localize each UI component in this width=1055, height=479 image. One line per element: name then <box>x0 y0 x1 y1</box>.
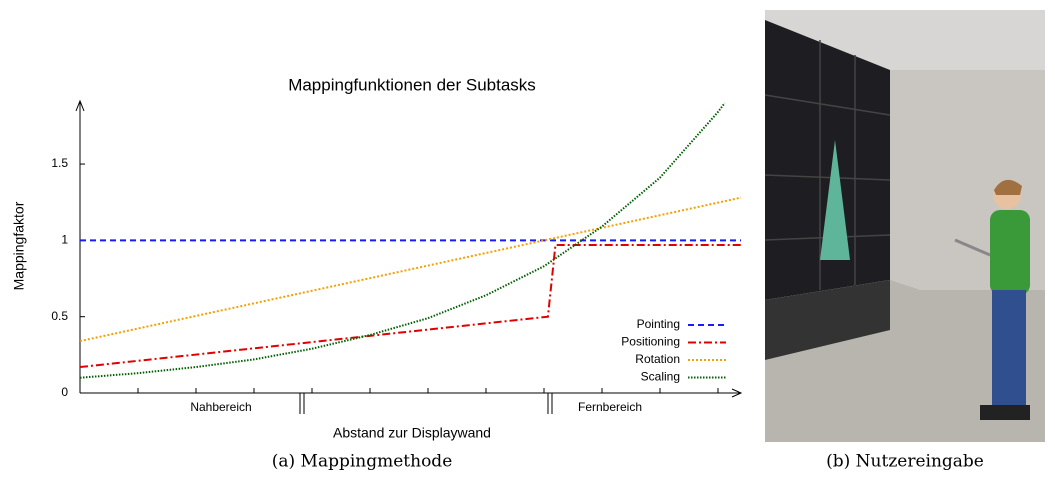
photo <box>765 10 1045 442</box>
y-tick-label: 0 <box>61 385 68 399</box>
legend-label: Positioning <box>621 335 680 349</box>
y-tick-label: 1 <box>61 233 68 247</box>
legend-label: Scaling <box>641 370 680 384</box>
y-tick-label: 0.5 <box>51 309 68 323</box>
legend-label: Rotation <box>635 352 680 366</box>
axis-breaks <box>300 393 552 414</box>
y-tick-label: 1.5 <box>51 156 68 170</box>
chart-title: Mappingfunktionen der Subtasks <box>288 75 536 94</box>
y-axis-label: Mappingfaktor <box>11 201 27 290</box>
figure: Mappingfunktionen der Subtasks Abstand z… <box>0 0 1055 479</box>
region-label: Nahbereich <box>190 400 251 414</box>
caption: (a) Mappingmethode <box>272 452 453 472</box>
legend-label: Pointing <box>637 317 680 331</box>
caption: (b) Nutzereingabe <box>826 452 984 472</box>
chart: Mappingfunktionen der Subtasks Abstand z… <box>11 75 741 440</box>
series-line <box>80 245 741 367</box>
x-axis-label: Abstand zur Displaywand <box>333 425 491 441</box>
region-label: Fernbereich <box>578 400 642 414</box>
